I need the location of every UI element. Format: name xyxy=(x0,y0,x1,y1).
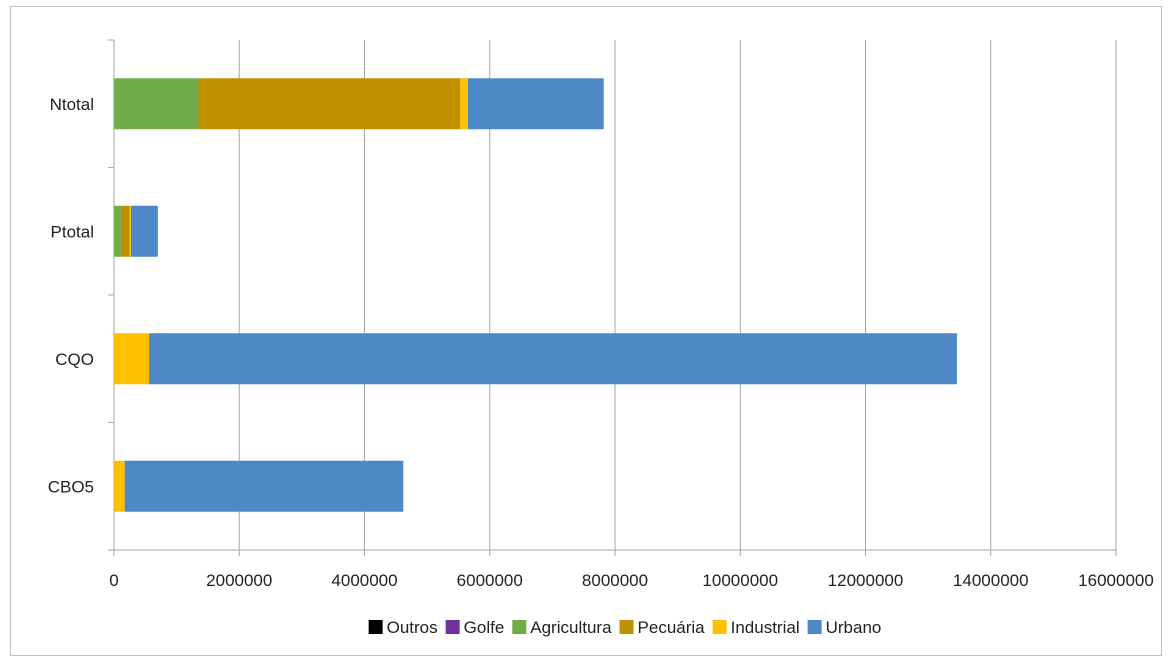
legend-label-industrial: Industrial xyxy=(731,618,800,637)
x-tick-labels: 0 2000000 4000000 6000000 8000000 10000000 120… xyxy=(109,571,1154,590)
bar-ptotal-pecuaria xyxy=(120,205,130,257)
bars xyxy=(114,78,957,512)
x-tick-label-7: 14000000 xyxy=(953,571,1029,590)
x-tick-label-0: 0 xyxy=(109,571,118,590)
legend-label-agricultura: Agricultura xyxy=(530,618,612,637)
bar-cbo5-urbano xyxy=(124,460,404,512)
bar-ntotal-industrial xyxy=(460,78,468,130)
y-tick-label-ntotal: Ntotal xyxy=(50,95,94,114)
legend-swatch-urbano xyxy=(807,620,822,634)
bar-cqo-urbano xyxy=(149,333,957,385)
legend-label-outros: Outros xyxy=(387,618,438,637)
x-tick-label-8: 16000000 xyxy=(1078,571,1154,590)
legend-swatch-industrial xyxy=(712,620,727,634)
bar-ptotal-urbano xyxy=(130,205,158,257)
legend: Outros Golfe Agricultura Pecuária Industrial… xyxy=(368,618,882,637)
bar-cbo5-industrial xyxy=(114,460,125,512)
y-tick-label-cqo: CQO xyxy=(55,350,94,369)
bar-ntotal-pecuaria xyxy=(198,78,461,130)
x-tick-label-5: 10000000 xyxy=(702,571,778,590)
x-tick-label-4: 8000000 xyxy=(582,571,648,590)
legend-swatch-pecuaria xyxy=(619,620,634,634)
bar-ptotal-agricultura xyxy=(114,205,121,257)
bar-ntotal-urbano xyxy=(467,78,604,130)
legend-label-golfe: Golfe xyxy=(464,618,505,637)
bar-ptotal-industrial xyxy=(129,205,131,257)
y-tick-label-cbo5: CBO5 xyxy=(48,477,94,496)
x-tick-label-6: 12000000 xyxy=(828,571,904,590)
y-tick-labels: CBO5 CQO Ptotal Ntotal xyxy=(48,95,94,497)
y-tick-label-ptotal: Ptotal xyxy=(51,222,94,241)
legend-label-urbano: Urbano xyxy=(826,618,882,637)
legend-swatch-golfe xyxy=(445,620,460,634)
bar-cqo-industrial xyxy=(114,333,150,385)
bar-ntotal-agricultura xyxy=(114,78,199,130)
x-tick-label-2: 4000000 xyxy=(331,571,397,590)
legend-swatch-agricultura xyxy=(512,620,527,634)
legend-label-pecuaria: Pecuária xyxy=(638,618,706,637)
legend-swatch-outros xyxy=(368,620,383,634)
x-tick-label-3: 6000000 xyxy=(457,571,523,590)
x-tick-label-1: 2000000 xyxy=(206,571,272,590)
